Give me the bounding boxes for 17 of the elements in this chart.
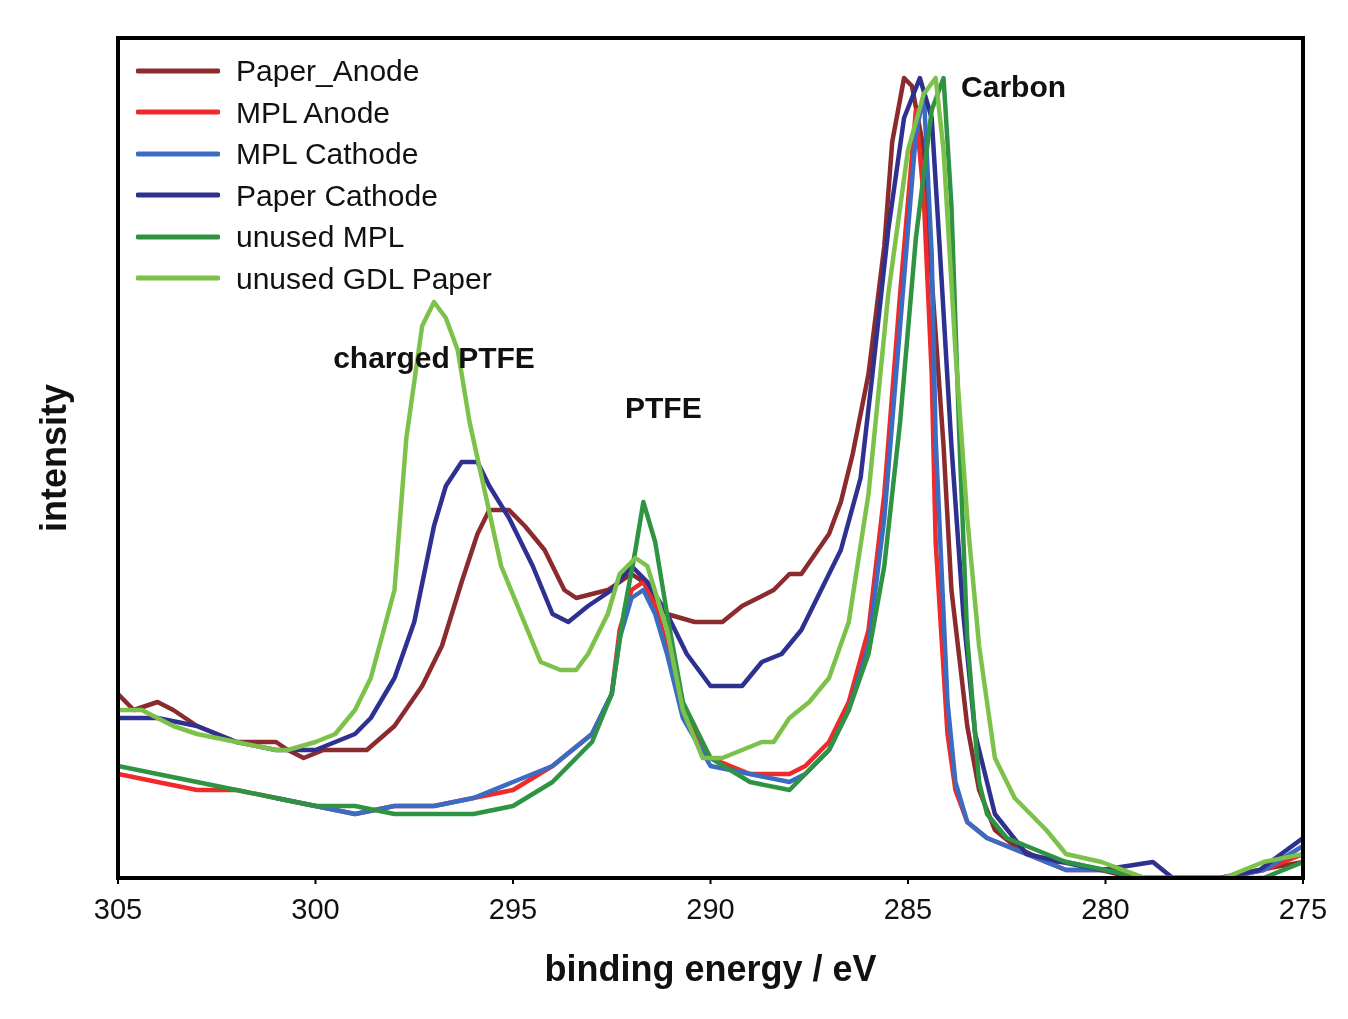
legend-label: Paper Cathode bbox=[236, 177, 438, 214]
x-tick-label: 275 bbox=[1278, 892, 1328, 925]
legend-label: MPL Anode bbox=[236, 94, 390, 131]
x-tick-label: 305 bbox=[93, 892, 143, 925]
x-tick-label: 295 bbox=[488, 892, 538, 925]
legend-label: unused GDL Paper bbox=[236, 260, 492, 297]
x-tick-label: 290 bbox=[686, 892, 735, 925]
x-axis-title: binding energy / eV bbox=[544, 948, 877, 989]
legend-label: MPL Cathode bbox=[236, 136, 419, 172]
annotation: PTFE bbox=[625, 390, 702, 424]
annotation: Carbon bbox=[961, 69, 1067, 103]
x-tick-label: 280 bbox=[1081, 892, 1130, 925]
legend-label: Paper_Anode bbox=[236, 53, 420, 89]
legend-label: unused MPL bbox=[236, 219, 405, 255]
x-tick-label: 300 bbox=[291, 892, 340, 925]
y-axis-title: intensity bbox=[32, 383, 74, 533]
x-tick-label: 285 bbox=[883, 892, 933, 925]
